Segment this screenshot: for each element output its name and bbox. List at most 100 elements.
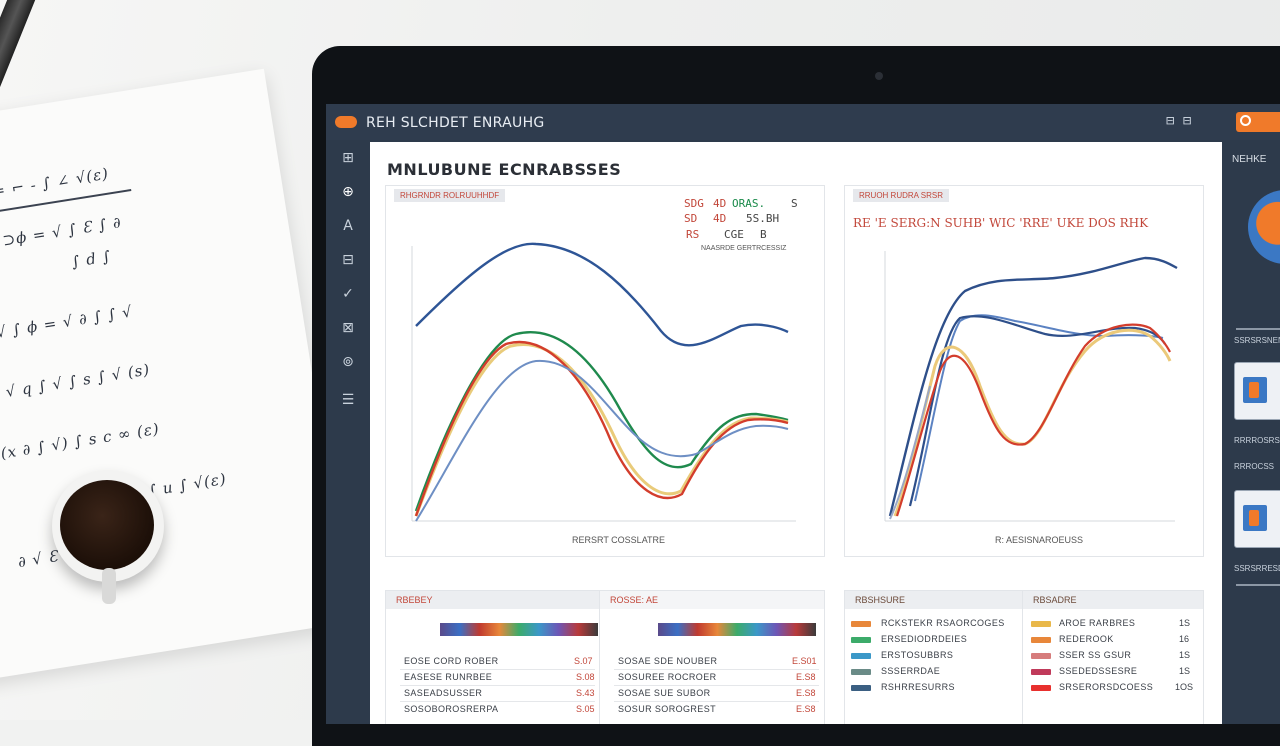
line-chart-right-plot [884,251,1178,522]
window-controls-icon[interactable]: ⊟ ⊟ [1166,113,1192,129]
table-row-label: SOSAE SDE NOUBER [618,656,718,666]
legend-swatch [1031,653,1051,659]
series-line-navy-2 [908,315,1166,507]
legend-text: CGE [724,228,744,241]
coffee [60,480,154,570]
table-row-label: SOSUREE ROCROER [618,672,717,682]
data-table-1[interactable]: RBEBEY EOSE CORD ROBER S.07 EASESE RUNRB… [385,590,601,724]
webcam [875,72,883,80]
table-row-value: S.08 [576,672,595,682]
series-line-yellow [893,328,1172,517]
legend-text: SDG [684,197,704,210]
series-line-blue [415,242,789,347]
divider-line [1236,584,1280,586]
network-icon[interactable]: ⊠ [342,320,354,336]
legend-value: 1S [1179,666,1191,676]
page-title: MNLUBUNE ECNRABSSES [387,160,622,179]
app-title: REH SLCHDET ENRAUHG [366,115,545,131]
table-row-value: E.S01 [792,656,817,666]
table-header: ROSSE: AE [600,591,824,609]
table-header-label: ROSSE: AE [610,595,659,605]
row-divider [614,701,819,702]
data-table-2[interactable]: ROSSE: AE SOSAE SDE NOUBER E.S01 SOSUREE… [599,590,825,724]
legend-swatch [851,637,871,643]
legend-value: 1OS [1175,682,1194,692]
right-panel-label: RRROCSS [1234,462,1275,471]
table-header: RBSADRE [1023,591,1203,609]
text-icon[interactable]: A [343,218,353,234]
check-icon[interactable]: ✓ [342,286,354,302]
legend-swatch [851,685,871,691]
table-row-label: SOSAE SUE SUBOR [618,688,711,698]
row-divider [400,669,595,670]
table-header: RBSHSURE [845,591,1023,609]
settings-icon[interactable]: ⊚ [342,354,354,370]
app-logo-icon[interactable] [335,116,357,128]
legend-text: 4D [713,212,727,225]
legend-swatch [1031,637,1051,643]
chart-tag: RRUOH RUDRA SRSR [853,189,950,202]
table-row-label: SOSOBOROSRERPA [404,704,499,714]
note-line: ∫ u ∫ √(ε) [147,469,228,500]
right-panel: NEHKE SSRSRSNENSCBS RRRROSRS RRROCSS SSR… [1222,140,1280,724]
row-divider [614,685,819,686]
note-line: ∂ √ ∫ ϕ = √ ∂ ∫ ∫ √ [0,302,134,344]
file-card[interactable] [1234,490,1280,548]
table-row-label: SASEADSUSSER [404,688,483,698]
table-row-value: E.S8 [796,704,816,714]
row-divider [400,685,595,686]
document-icon [1243,377,1267,403]
right-panel-label: SSRSRSNENSCBS [1234,336,1280,345]
series-line-navy [888,256,1178,517]
legend-swatch [851,621,871,627]
top-bar: REH SLCHDET ENRAUHG ⊟ ⊟ [326,104,1280,140]
coffee-cup [52,470,164,604]
note-line: (x ∂ ∫ √) ∫ s c ∞ (ε) [0,419,161,463]
table-header-label: RBSHSURE [855,595,906,605]
chart-header: RE 'E SERG:N SUHB' WIC 'RRE' UKE DOS RHK [853,216,1149,230]
user-icon [1240,115,1251,126]
right-panel-label: RRRROSRS [1234,436,1280,445]
series-line-grey [889,385,931,520]
legend-text: B [760,228,767,241]
dashboard-icon[interactable]: ⊞ [342,150,354,166]
menu-icon[interactable]: ☰ [341,392,355,408]
cup-handle [102,568,116,604]
document-icon [1243,505,1267,531]
legend-table-3[interactable]: RBSHSURE RCKSTEKR RSAORCOGES ERSEDIODRDE… [844,590,1024,724]
series-line-lightblue [415,359,789,522]
series-line-green [414,331,789,512]
line-chart-left-plot [411,242,796,522]
table-row-value: E.S8 [796,688,816,698]
legend-label: ERSTOSUBBRS [881,650,954,660]
table-header-label: RBEBEY [396,595,433,605]
legend-table-4[interactable]: RBSADRE AROE RARBRES 1S REDEROOK 16 SSER… [1022,590,1204,724]
layers-icon[interactable]: ⊟ [342,252,354,268]
laptop: REH SLCHDET ENRAUHG ⊟ ⊟ ⊞ ⊕ A ⊟ ✓ ⊠ ⊚ ☰ … [312,46,1280,746]
legend-text: ORAS. [732,197,766,210]
legend-label: SRSERORSDCOESS [1059,682,1154,692]
legend-label: RCKSTEKR RSAORCOGES [881,618,1005,628]
divider-line [1236,328,1280,330]
legend-label: AROE RARBRES [1059,618,1136,628]
table-header-label: RBSADRE [1033,595,1077,605]
legend-label: RSHRRESURRS [881,682,955,692]
line-chart-card-right[interactable]: RRUOH RUDRA SRSR RE 'E SERG:N SUHB' WIC … [844,185,1204,557]
legend-label: REDEROOK [1059,634,1114,644]
table-header: RBEBEY [386,591,600,609]
line-chart-card-left[interactable]: RHGRNDR ROLRUUHHDF SDG 4D ORAS. S SD 4D … [385,185,825,557]
table-row-label: EOSE CORD ROBER [404,656,499,666]
legend-value: 1S [1179,618,1191,628]
chart-caption: R: AESISNAROEUSS [995,535,1084,545]
table-row-value: E.S8 [796,672,816,682]
legend-swatch [1031,621,1051,627]
right-panel-title: NEHKE [1232,154,1267,165]
legend-label: ERSEDIODRDEIES [881,634,968,644]
series-line-lightblue [914,314,1164,502]
avatar[interactable] [1248,190,1280,264]
legend-text: 5S.BH [746,212,780,225]
file-card[interactable] [1234,362,1280,420]
legend-label: SSEDEDSSESRE [1059,666,1138,676]
reports-icon[interactable]: ⊕ [342,184,354,200]
series-line-red [414,340,789,517]
